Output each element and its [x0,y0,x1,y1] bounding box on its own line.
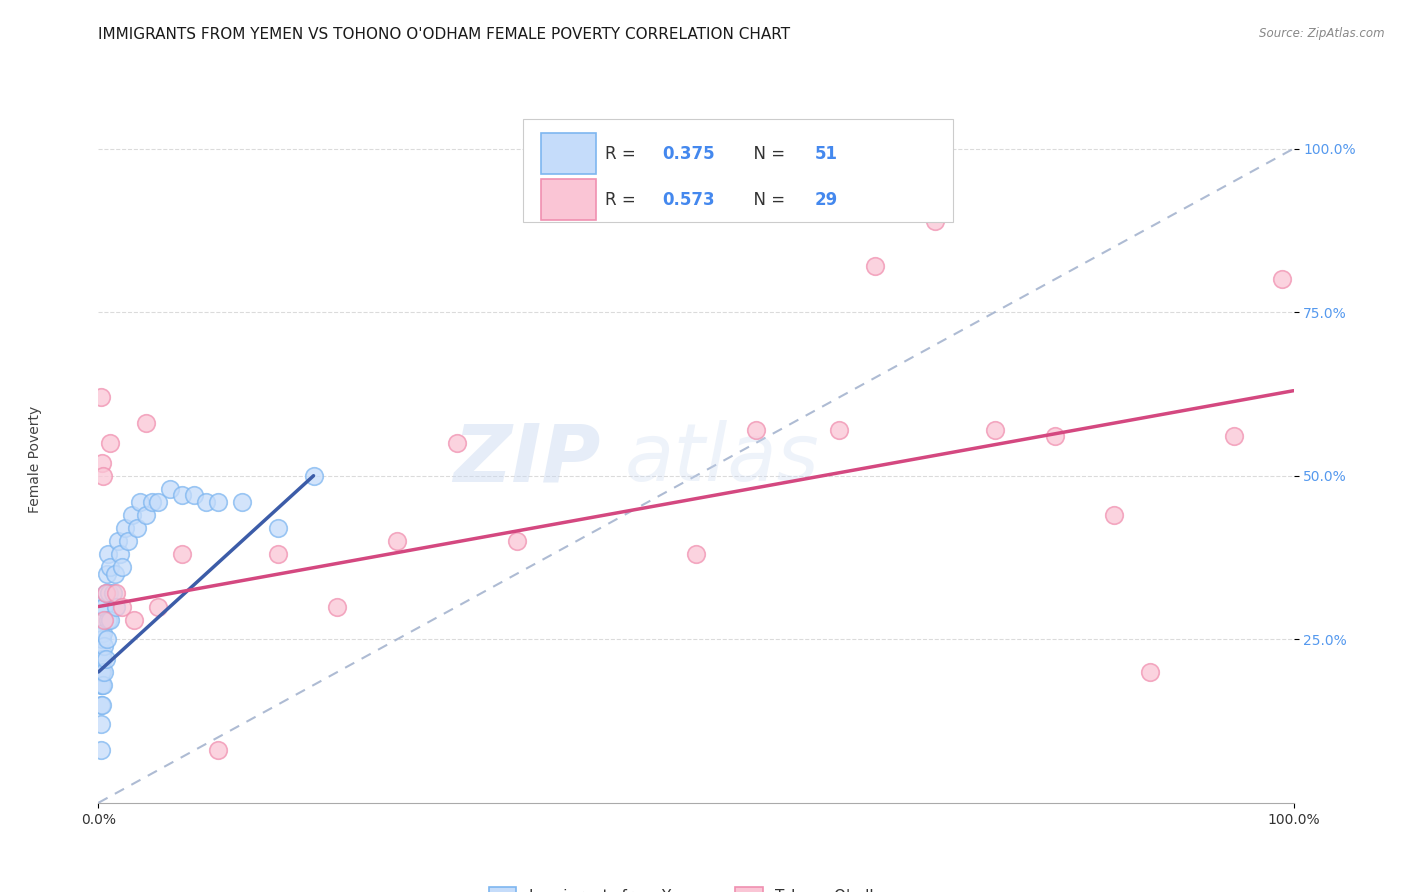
Legend: Immigrants from Yemen, Tohono O'odham: Immigrants from Yemen, Tohono O'odham [481,880,911,892]
Point [506,534,529,549]
Point [207,743,229,757]
Point [148,495,170,509]
Point [107,534,129,549]
Text: 0.375: 0.375 [662,145,716,162]
Point [111,599,134,614]
Point [91,645,114,659]
Text: R =: R = [605,191,641,209]
Point [685,547,707,561]
Point [148,599,170,614]
Point [924,213,946,227]
Text: R =: R = [605,145,641,162]
Point [96,566,118,581]
Point [90,652,112,666]
Point [117,534,139,549]
Point [302,468,325,483]
Text: Source: ZipAtlas.com: Source: ZipAtlas.com [1260,27,1385,40]
Point [129,495,152,509]
Point [90,665,112,679]
Point [828,423,851,437]
Point [108,547,131,561]
Point [91,599,114,614]
Point [93,639,115,653]
Point [91,652,114,666]
Point [90,743,112,757]
Point [91,625,114,640]
Text: Female Poverty: Female Poverty [28,406,42,513]
Text: N =: N = [742,191,790,209]
Text: IMMIGRANTS FROM YEMEN VS TOHONO O'ODHAM FEMALE POVERTY CORRELATION CHART: IMMIGRANTS FROM YEMEN VS TOHONO O'ODHAM … [98,27,790,42]
Point [863,260,886,274]
Point [1102,508,1125,522]
Point [267,521,290,535]
Point [385,534,409,549]
Point [90,698,112,712]
Point [231,495,253,509]
FancyBboxPatch shape [540,134,596,174]
Point [91,678,114,692]
Point [94,652,117,666]
Point [98,613,122,627]
Point [124,613,146,627]
Point [745,423,768,437]
Point [94,586,117,600]
Text: N =: N = [742,145,790,162]
Point [93,599,115,614]
Point [91,678,114,692]
FancyBboxPatch shape [523,120,953,222]
Point [91,665,114,679]
Point [98,560,122,574]
Point [90,625,112,640]
Point [90,678,112,692]
Point [326,599,349,614]
Point [98,436,122,450]
FancyBboxPatch shape [540,179,596,220]
Point [94,586,117,600]
Point [114,521,136,535]
Text: ZIP: ZIP [453,420,600,499]
Text: 51: 51 [814,145,838,162]
Point [135,508,157,522]
Point [1271,272,1294,286]
Text: 29: 29 [814,191,838,209]
Point [1139,665,1161,679]
Point [135,417,157,431]
Text: atlas: atlas [624,420,820,499]
Point [104,566,127,581]
Point [105,599,128,614]
Point [121,508,143,522]
Point [101,586,124,600]
Point [97,613,120,627]
Point [983,423,1005,437]
Point [1222,429,1246,443]
Point [446,436,468,450]
Point [91,468,114,483]
Point [141,495,163,509]
Point [267,547,290,561]
Point [91,456,114,470]
Point [125,521,148,535]
Point [207,495,229,509]
Point [93,665,115,679]
Text: 0.573: 0.573 [662,191,716,209]
Point [91,698,114,712]
Point [90,717,112,731]
Point [90,390,112,404]
Point [91,613,114,627]
Point [93,613,115,627]
Point [194,495,217,509]
Point [97,547,120,561]
Point [105,586,128,600]
Point [172,488,194,502]
Point [172,547,194,561]
Point [1043,429,1066,443]
Point [111,560,134,574]
Point [96,632,118,647]
Point [91,632,114,647]
Point [98,586,121,600]
Point [159,482,181,496]
Point [183,488,205,502]
